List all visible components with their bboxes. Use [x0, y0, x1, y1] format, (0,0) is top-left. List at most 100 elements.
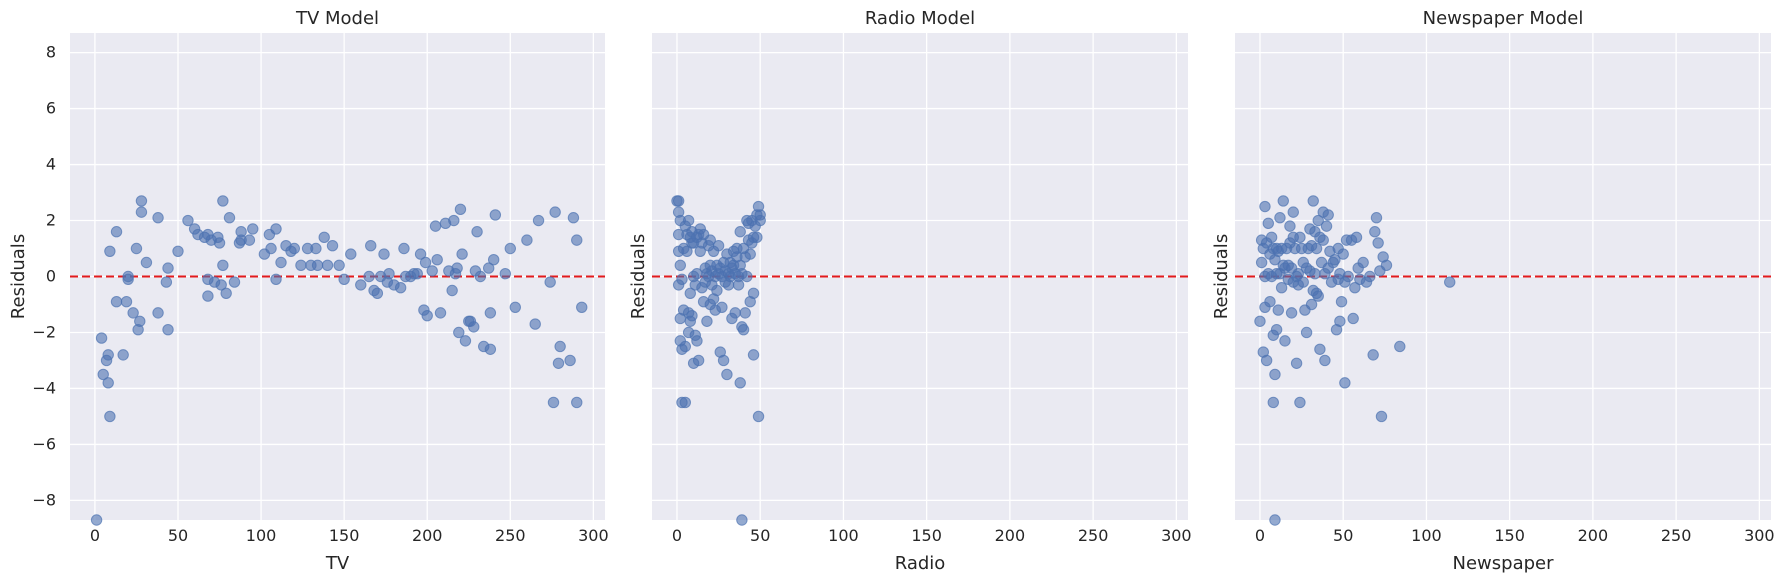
tv-model-panel: 0 50 100 150 200 250 300 −8 −6 −4 −2 0 2 4 6 8 TV Model…: [8, 8, 609, 574]
x-tick-label: 50: [168, 526, 188, 545]
data-point: [752, 410, 765, 423]
x-tick-label: 200: [995, 526, 1026, 545]
data-point: [451, 262, 463, 274]
data-point: [102, 377, 114, 389]
data-point: [672, 195, 685, 207]
data-point: [117, 349, 129, 361]
data-point: [90, 514, 103, 526]
data-point: [532, 214, 545, 227]
data-point: [456, 248, 468, 260]
x-tick-label: 150: [329, 526, 360, 545]
x-tick-label: 0: [1255, 526, 1265, 545]
data-point: [453, 326, 465, 339]
scatter-points: [90, 195, 588, 526]
data-point: [732, 279, 745, 291]
data-point: [471, 226, 483, 238]
data-point: [217, 259, 229, 272]
data-point: [120, 295, 133, 308]
data-point: [1380, 259, 1393, 272]
x-tick-label: 100: [1411, 526, 1442, 545]
data-point: [172, 245, 184, 258]
data-point: [716, 301, 728, 313]
data-point: [474, 270, 487, 283]
data-point: [419, 256, 432, 269]
y-tick-label: −8: [32, 490, 56, 509]
panel-title: TV Model: [295, 8, 379, 29]
data-point: [747, 287, 760, 299]
data-point: [152, 307, 164, 319]
data-point: [310, 242, 322, 255]
x-tick-label: 100: [828, 526, 859, 545]
data-point: [721, 368, 733, 381]
data-point: [754, 214, 766, 227]
data-point: [552, 357, 565, 369]
data-point: [345, 248, 357, 260]
data-point: [712, 240, 725, 252]
data-point: [747, 349, 760, 361]
data-point: [213, 237, 226, 249]
data-point: [1322, 209, 1334, 221]
data-point: [701, 315, 713, 327]
data-point: [434, 307, 447, 319]
y-tick-label: 8: [46, 43, 56, 62]
data-point: [554, 340, 566, 353]
data-point: [751, 231, 763, 244]
data-point: [270, 223, 282, 235]
data-point: [321, 259, 334, 272]
data-point: [217, 195, 229, 207]
data-point: [1255, 256, 1268, 269]
data-point: [682, 214, 695, 227]
data-point: [215, 279, 227, 291]
data-point: [1254, 315, 1266, 327]
data-point: [1364, 270, 1376, 283]
data-point: [363, 270, 375, 283]
data-point: [311, 259, 324, 272]
data-point: [691, 335, 703, 347]
data-point: [365, 240, 377, 252]
data-point: [571, 234, 583, 246]
data-point: [717, 354, 730, 367]
panel-title: Radio Model: [865, 8, 975, 29]
data-point: [676, 273, 688, 285]
x-tick-label: 50: [1333, 526, 1353, 545]
panel-title: Newspaper Model: [1423, 8, 1584, 29]
x-tick-label: 300: [578, 526, 609, 545]
data-point: [1444, 276, 1456, 288]
data-point: [1264, 295, 1276, 308]
data-point: [247, 223, 259, 235]
data-point: [499, 268, 512, 280]
data-point: [160, 276, 173, 288]
data-point: [544, 276, 556, 288]
data-point: [130, 242, 143, 255]
data-point: [333, 259, 345, 272]
data-point: [295, 259, 307, 272]
data-point: [1357, 256, 1369, 269]
data-point: [1372, 237, 1384, 249]
data-point: [1292, 268, 1304, 280]
y-axis-label: Residuals: [1211, 234, 1232, 319]
data-point: [504, 242, 516, 255]
data-point: [421, 309, 433, 322]
scatter-points: [671, 195, 766, 526]
data-point: [110, 295, 123, 308]
data-point: [110, 226, 123, 238]
data-point: [220, 287, 232, 299]
data-point: [104, 410, 116, 423]
y-tick-label: −4: [32, 378, 56, 397]
data-point: [487, 254, 500, 266]
data-point: [1267, 396, 1279, 409]
x-tick-label: 200: [412, 526, 443, 545]
data-point: [547, 396, 560, 409]
x-tick-label: 0: [90, 526, 100, 545]
data-point: [1277, 195, 1289, 207]
data-point: [1305, 298, 1318, 311]
y-tick-label: −2: [32, 322, 56, 341]
data-point: [383, 268, 395, 280]
x-tick-label: 250: [495, 526, 526, 545]
data-point: [1375, 410, 1388, 423]
data-point: [378, 248, 390, 260]
data-point: [679, 396, 691, 409]
data-point: [729, 307, 741, 319]
data-point: [567, 212, 580, 224]
data-point: [95, 332, 108, 344]
